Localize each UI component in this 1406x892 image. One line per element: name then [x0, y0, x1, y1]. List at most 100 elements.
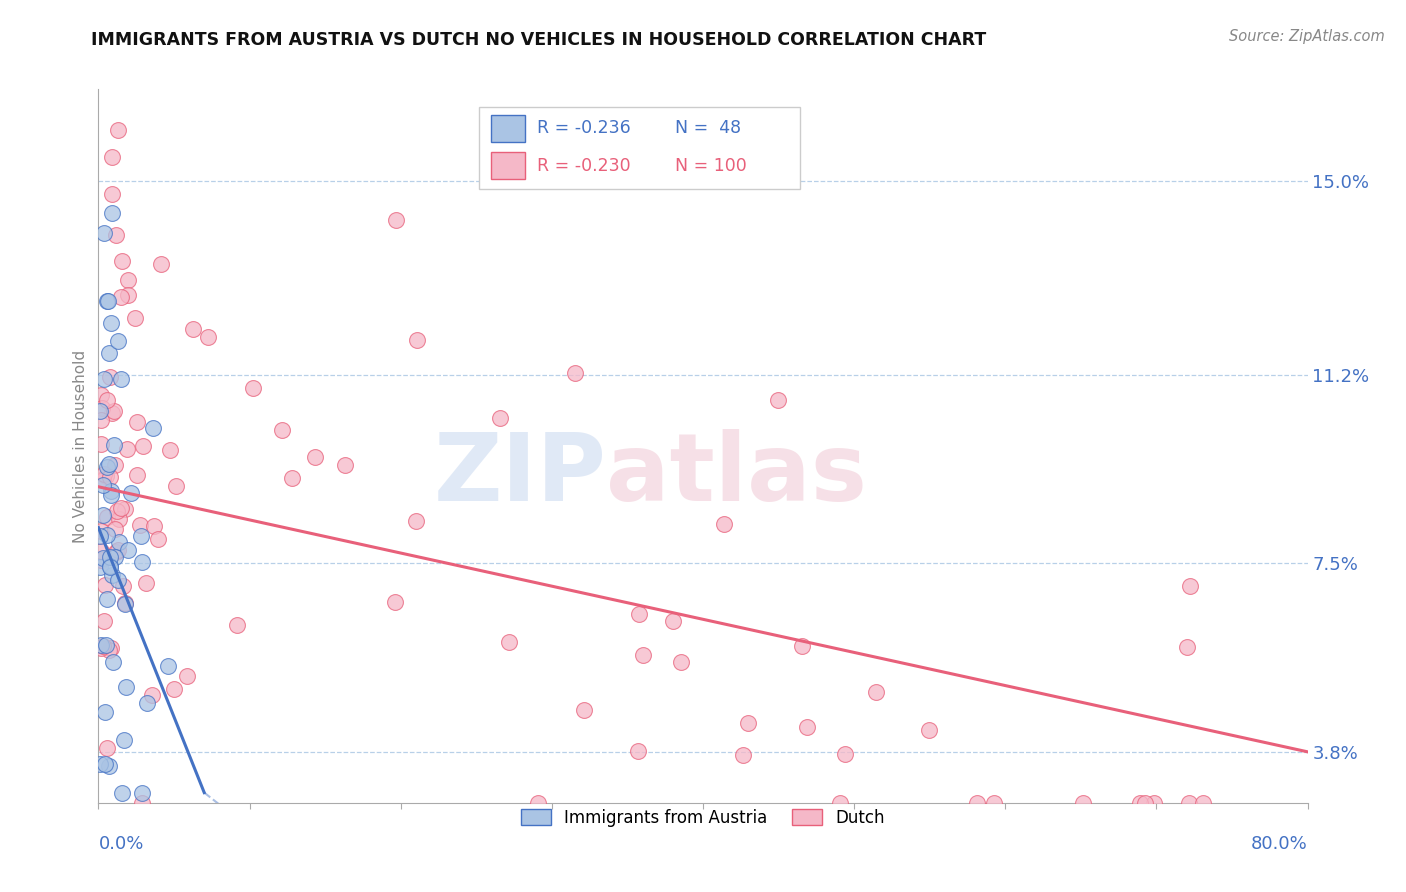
Point [281, 471, 304, 485]
Point [93, 706, 115, 720]
Point [104, 550, 127, 565]
Point [572, 703, 595, 717]
Point [1191, 796, 1213, 810]
Point [790, 639, 813, 653]
Point [142, 420, 165, 434]
Point [98, 643, 121, 657]
Point [966, 796, 988, 810]
Point [918, 723, 941, 737]
Point [107, 334, 129, 348]
Point [98, 346, 121, 360]
Point [117, 273, 139, 287]
Point [90, 552, 112, 566]
Point [1175, 640, 1198, 654]
Point [91, 550, 114, 565]
Point [104, 522, 127, 536]
Point [89, 559, 111, 574]
Point [98, 558, 121, 573]
Point [91, 474, 114, 488]
Bar [492, 152, 526, 179]
Legend: Immigrants from Austria, Dutch: Immigrants from Austria, Dutch [515, 803, 891, 834]
Point [159, 443, 181, 458]
Point [146, 532, 169, 546]
Point [96, 638, 118, 652]
Point [90, 436, 112, 450]
Point [103, 404, 125, 418]
Point [89, 404, 111, 418]
Point [107, 123, 129, 137]
Point [107, 574, 129, 588]
Point [731, 747, 754, 762]
Point [384, 594, 406, 608]
Point [90, 524, 112, 538]
Point [713, 516, 735, 531]
Point [143, 519, 166, 533]
Point [181, 322, 204, 336]
Point [304, 450, 326, 465]
Point [135, 576, 157, 591]
Point [89, 529, 111, 543]
Point [834, 747, 856, 761]
Point [96, 293, 118, 308]
Point [98, 470, 121, 484]
Point [90, 401, 112, 416]
Point [104, 458, 127, 472]
Point [94, 578, 117, 592]
Point [101, 150, 124, 164]
Point [94, 756, 117, 771]
Text: 80.0%: 80.0% [1251, 835, 1308, 853]
Point [101, 206, 124, 220]
Point [93, 614, 115, 628]
Point [93, 372, 115, 386]
Point [90, 640, 112, 655]
Point [115, 442, 138, 457]
Point [96, 510, 118, 524]
Point [176, 669, 198, 683]
Point [132, 439, 155, 453]
Y-axis label: No Vehicles in Household: No Vehicles in Household [73, 350, 89, 542]
Point [93, 467, 115, 482]
Point [385, 212, 408, 227]
Point [131, 555, 153, 569]
Point [90, 544, 112, 558]
Point [128, 517, 150, 532]
Point [90, 388, 112, 402]
Point [91, 478, 114, 492]
Point [100, 641, 122, 656]
Point [112, 733, 135, 747]
Point [114, 597, 136, 611]
Point [93, 226, 115, 240]
Point [101, 568, 124, 582]
Point [91, 639, 114, 653]
Point [96, 460, 118, 475]
Point [105, 545, 128, 559]
Point [270, 424, 292, 438]
Text: R = -0.236: R = -0.236 [537, 120, 631, 137]
Point [96, 392, 118, 407]
Point [111, 579, 134, 593]
Text: N =  48: N = 48 [675, 120, 741, 137]
Point [141, 688, 163, 702]
Point [136, 696, 159, 710]
FancyBboxPatch shape [479, 107, 800, 189]
Point [737, 716, 759, 731]
Point [766, 392, 789, 407]
Point [631, 648, 654, 662]
Point [98, 458, 121, 472]
Point [131, 529, 153, 543]
Point [90, 413, 112, 427]
Point [100, 316, 122, 330]
Point [627, 743, 650, 757]
Point [1071, 796, 1094, 810]
Point [110, 372, 132, 386]
Point [114, 502, 136, 516]
Point [498, 635, 520, 649]
Point [111, 786, 134, 800]
Point [98, 549, 121, 564]
Point [117, 543, 139, 558]
Point [1143, 796, 1166, 810]
Point [89, 756, 111, 771]
Point [114, 596, 136, 610]
Point [101, 656, 124, 670]
Point [104, 228, 127, 243]
